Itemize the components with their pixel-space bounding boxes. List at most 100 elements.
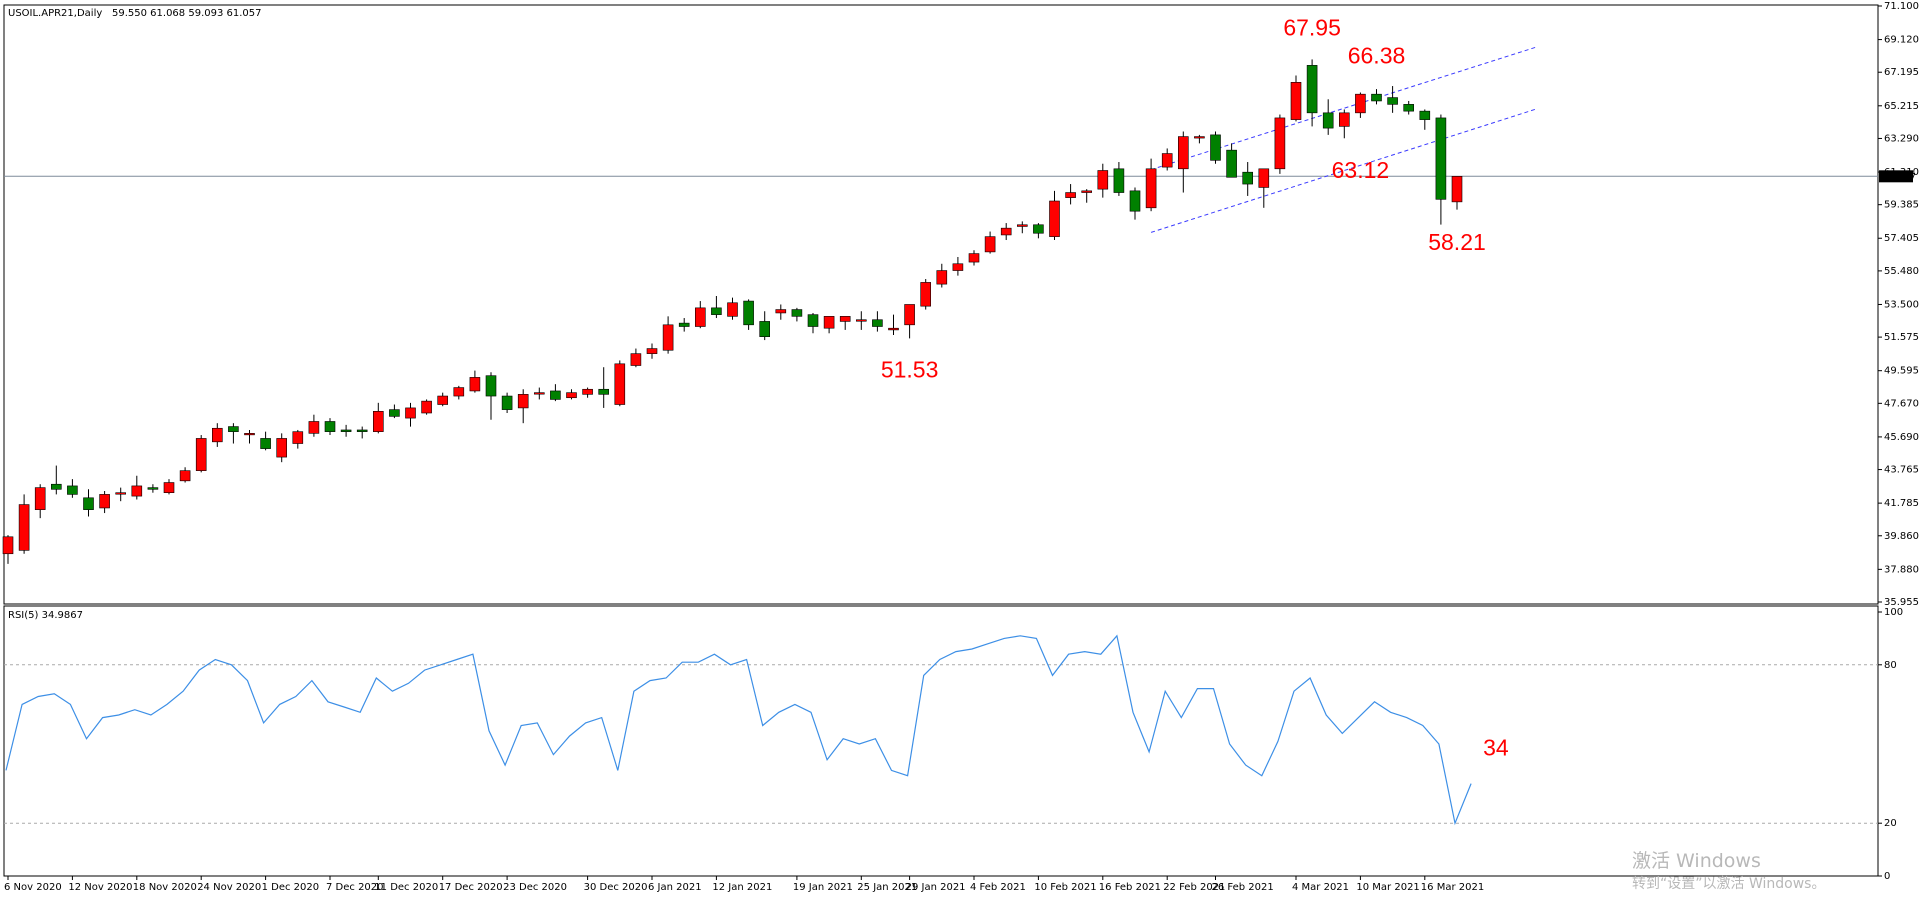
candle-body[interactable] [212, 427, 223, 443]
candle-body[interactable] [1419, 110, 1431, 120]
x-tick-label: 22 Feb 2021 [1163, 882, 1225, 893]
candle-body[interactable] [1178, 136, 1189, 170]
candle-body[interactable] [839, 316, 851, 322]
candle-body[interactable] [99, 494, 110, 509]
candle-body[interactable] [2, 536, 14, 555]
ohlc-readout: 59.550 61.068 59.093 61.057 [112, 8, 262, 19]
x-tick-label: 23 Dec 2020 [503, 882, 567, 893]
candle-body[interactable] [405, 407, 416, 419]
candle-body[interactable] [968, 253, 980, 263]
candle-body[interactable] [807, 314, 819, 327]
x-tick-label: 10 Mar 2021 [1356, 882, 1419, 893]
candle-body[interactable] [131, 485, 143, 497]
candle-body[interactable] [1129, 190, 1141, 212]
candle-body[interactable] [389, 409, 400, 417]
candle-body[interactable] [501, 395, 513, 410]
candle-body[interactable] [1081, 190, 1092, 193]
candle-body[interactable] [759, 321, 771, 337]
candle-body[interactable] [1049, 200, 1060, 237]
candle-body[interactable] [823, 316, 835, 329]
candle-body[interactable] [1000, 227, 1012, 236]
candle-body[interactable] [517, 394, 529, 409]
candle-body[interactable] [566, 392, 577, 399]
rsi-panel[interactable] [3, 605, 1879, 877]
candle-body[interactable] [453, 387, 465, 397]
candle-body[interactable] [1435, 117, 1447, 200]
candle-body[interactable] [372, 411, 384, 432]
candle-body[interactable] [678, 322, 690, 327]
candle-body[interactable] [533, 392, 545, 395]
candle-body[interactable] [1145, 168, 1157, 209]
candle-body[interactable] [1210, 134, 1221, 161]
candle-body[interactable] [1387, 97, 1398, 105]
candle-body[interactable] [598, 388, 610, 395]
candle-body[interactable] [888, 327, 899, 331]
candle-body[interactable] [1033, 224, 1044, 234]
candle-body[interactable] [1097, 170, 1109, 190]
candle-body[interactable] [550, 390, 561, 400]
candle-body[interactable] [485, 375, 497, 397]
candle-body[interactable] [1355, 93, 1366, 114]
candle-body[interactable] [1451, 176, 1463, 203]
candle-body[interactable] [50, 483, 62, 490]
candle-body[interactable] [163, 482, 175, 494]
candle-body[interactable] [18, 504, 30, 551]
rsi-last-label: 34 [1483, 735, 1509, 761]
candle-body[interactable] [1322, 112, 1334, 129]
price-annotation: 67.95 [1283, 15, 1341, 41]
candle-body[interactable] [179, 470, 191, 482]
candle-body[interactable] [1113, 168, 1125, 193]
candle-body[interactable] [34, 487, 46, 510]
candle-body[interactable] [662, 324, 674, 351]
candle-body[interactable] [694, 307, 706, 327]
candle-body[interactable] [67, 485, 78, 495]
candle-body[interactable] [984, 236, 996, 253]
candle-body[interactable] [1258, 168, 1270, 188]
candle-body[interactable] [1226, 149, 1237, 178]
candle-body[interactable] [936, 270, 948, 285]
candle-body[interactable] [244, 433, 255, 436]
candle-body[interactable] [630, 353, 642, 366]
candle-body[interactable] [437, 395, 449, 405]
candle-body[interactable] [775, 309, 787, 314]
candle-body[interactable] [469, 377, 481, 392]
candle-body[interactable] [1194, 136, 1205, 139]
candle-body[interactable] [1403, 104, 1414, 112]
candle-body[interactable] [614, 363, 626, 405]
candle-body[interactable] [260, 438, 271, 449]
candle-body[interactable] [855, 319, 867, 322]
candle-body[interactable] [83, 497, 94, 510]
candle-body[interactable] [195, 438, 207, 471]
candle-body[interactable] [1290, 82, 1302, 120]
candle-body[interactable] [743, 300, 754, 326]
candle-body[interactable] [1339, 112, 1350, 127]
candle-body[interactable] [1306, 65, 1318, 114]
candle-body[interactable] [276, 438, 288, 458]
candle-body[interactable] [646, 348, 658, 354]
candle-body[interactable] [1242, 171, 1253, 185]
rsi-tick-label: 100 [1884, 607, 1903, 618]
candle-body[interactable] [308, 421, 320, 434]
candle-body[interactable] [147, 487, 159, 490]
candle-body[interactable] [1161, 153, 1173, 168]
price-tick-label: 51.575 [1884, 332, 1919, 343]
candle-body[interactable] [1065, 192, 1076, 198]
candle-body[interactable] [872, 319, 883, 327]
candle-body[interactable] [340, 429, 352, 432]
candle-body[interactable] [791, 309, 803, 317]
candle-body[interactable] [421, 400, 432, 414]
candle-body[interactable] [952, 263, 964, 271]
candle-body[interactable] [115, 492, 126, 495]
candle-body[interactable] [324, 421, 336, 432]
candle-body[interactable] [292, 431, 304, 444]
candle-body[interactable] [582, 388, 593, 395]
candle-body[interactable] [727, 302, 738, 317]
candle-body[interactable] [1016, 224, 1028, 227]
candle-body[interactable] [904, 304, 915, 326]
candle-body[interactable] [228, 426, 239, 432]
candle-body[interactable] [711, 307, 722, 315]
candle-body[interactable] [1371, 93, 1382, 102]
candle-body[interactable] [1274, 117, 1286, 170]
candle-body[interactable] [356, 429, 368, 432]
candle-body[interactable] [920, 282, 932, 307]
